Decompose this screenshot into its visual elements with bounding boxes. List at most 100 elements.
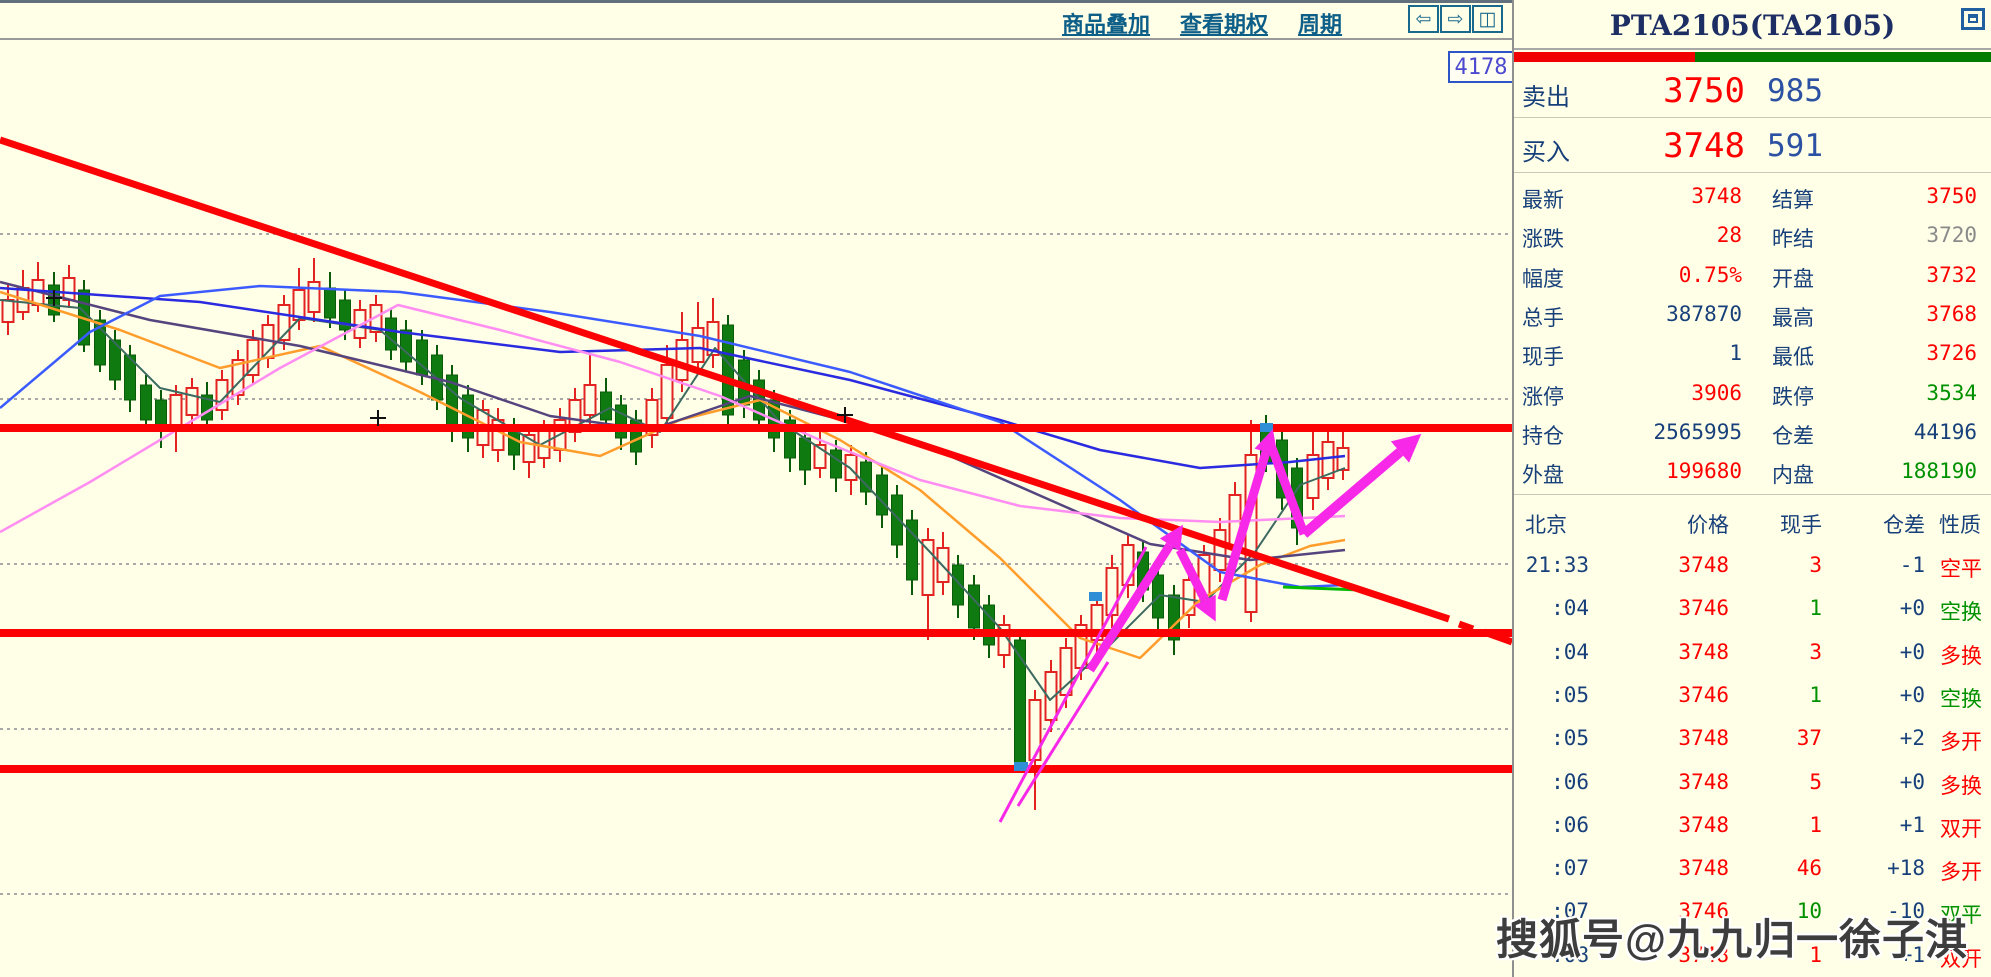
candle-up xyxy=(645,399,659,436)
tick-row[interactable]: :05 3746 1 +0 空换 xyxy=(1514,674,1991,717)
tick-price: 3748 xyxy=(1678,942,1729,967)
quote-label: 卖出 xyxy=(1522,84,1570,111)
candle-up xyxy=(307,281,321,313)
tick-row[interactable]: :04 3748 3 +0 多换 xyxy=(1514,631,1991,674)
tick-oi-diff: +0 xyxy=(1899,596,1925,621)
stats-row: 幅度 0.75% 开盘 3732 xyxy=(1514,255,1991,294)
ma-orange xyxy=(0,290,1346,660)
tick-price: 3748 xyxy=(1678,726,1729,751)
ask-row[interactable]: 卖出 3750 985 xyxy=(1514,63,1991,118)
tick-nature: 空平 xyxy=(1940,558,1982,581)
tick-nature: 多换 xyxy=(1940,644,1982,668)
trendline-price-tag: 4178 xyxy=(1448,51,1514,83)
stat-label: 最高 xyxy=(1772,306,1814,330)
candle-down xyxy=(799,437,811,471)
tile-windows-icon[interactable]: ◫ xyxy=(1472,5,1503,33)
trendline-break-dash xyxy=(1457,620,1475,633)
candle-up xyxy=(675,339,689,381)
tick-time: :07 xyxy=(1551,856,1589,881)
candle-down xyxy=(600,391,612,421)
stats-row: 涨停 3906 跌停 3534 xyxy=(1514,373,1991,412)
tick-nature: 多开 xyxy=(1940,861,1982,885)
candle-down xyxy=(94,319,106,366)
stat-value: 1 xyxy=(1729,341,1742,366)
tick-time: :04 xyxy=(1551,639,1589,664)
candle-up xyxy=(583,384,597,416)
toolbar-link[interactable]: 查看期权 xyxy=(1180,12,1269,37)
stat-value: 0.75% xyxy=(1678,262,1742,287)
candle-up xyxy=(62,277,76,301)
annotation-arrow xyxy=(1016,661,1110,807)
candle-down xyxy=(983,604,995,646)
candle-up xyxy=(1,299,15,323)
tick-volume: 5 xyxy=(1809,769,1822,794)
candle-up xyxy=(185,387,199,416)
tick-volume: 10 xyxy=(1796,899,1822,924)
candle-up xyxy=(1336,447,1350,471)
tick-price: 3748 xyxy=(1678,812,1729,837)
tick-row[interactable]: :07 3746 10 -10 双平 xyxy=(1514,890,1991,933)
stat-value: 3768 xyxy=(1926,301,1977,326)
tick-row[interactable]: :06 3748 5 +0 多换 xyxy=(1514,761,1991,804)
volume-stop-marker xyxy=(1089,592,1102,601)
tick-oi-diff: -1 xyxy=(1899,553,1925,577)
candle-up xyxy=(246,339,260,376)
ma-blue xyxy=(0,286,1346,470)
candle-down xyxy=(952,564,964,606)
candlestick-chart[interactable] xyxy=(0,0,1512,977)
forward-arrow-icon[interactable]: ⇨ xyxy=(1440,5,1471,33)
tick-volume: 3 xyxy=(1809,553,1822,577)
candle-down xyxy=(876,474,888,516)
stat-value: 3720 xyxy=(1926,223,1977,248)
stat-value: 2565995 xyxy=(1653,419,1742,444)
candle-down xyxy=(109,339,121,381)
quote-qty: 591 xyxy=(1767,128,1823,164)
bid-row[interactable]: 买入 3748 591 xyxy=(1514,118,1991,173)
candle-up xyxy=(691,327,705,363)
toolbar-link[interactable]: 周期 xyxy=(1298,12,1343,37)
stats-row: 最新 3748 结算 3750 xyxy=(1514,176,1991,215)
restore-window-icon[interactable] xyxy=(1961,8,1985,30)
candle-down xyxy=(339,299,351,331)
back-arrow-icon[interactable]: ⇦ xyxy=(1408,5,1439,33)
annotation-arrow xyxy=(1267,446,1309,536)
annotation-arrow xyxy=(998,546,1148,823)
tick-time: 21:33 xyxy=(1525,553,1589,577)
stat-label: 结算 xyxy=(1772,189,1814,212)
tick-table-header: 北京 价格 现手 仓差 性质 xyxy=(1514,500,1991,540)
candle-up xyxy=(1306,454,1320,499)
tick-row[interactable]: :05 3748 37 +2 多开 xyxy=(1514,717,1991,760)
stat-value: 3726 xyxy=(1926,341,1977,366)
stat-value: 3534 xyxy=(1926,380,1977,405)
annotation-arrow xyxy=(1086,542,1174,673)
tick-volume: 1 xyxy=(1809,942,1822,967)
candle-up xyxy=(844,454,858,481)
stat-label: 涨停 xyxy=(1522,385,1564,409)
tick-nature: 双开 xyxy=(1940,817,1982,841)
ma-purple xyxy=(0,280,1346,562)
stat-value: 3732 xyxy=(1926,262,1977,287)
tick-row[interactable]: :08 3748 1 +1 双开 xyxy=(1514,934,1991,977)
candle-up xyxy=(660,364,674,419)
tick-oi-diff: +0 xyxy=(1899,682,1925,707)
tick-header-cell: 现手 xyxy=(1780,514,1822,537)
stat-value: 199680 xyxy=(1666,459,1742,484)
tick-row[interactable]: :06 3748 1 +1 双开 xyxy=(1514,804,1991,847)
stat-label: 外盘 xyxy=(1522,464,1564,488)
toolbar-nav-buttons: ⇦ ⇨ ◫ xyxy=(1408,5,1503,33)
tick-row[interactable]: :07 3748 46 +18 多开 xyxy=(1514,847,1991,890)
stat-label: 跌停 xyxy=(1772,385,1814,409)
buy-volume-bar xyxy=(1514,52,1696,62)
stat-label: 最低 xyxy=(1772,346,1814,370)
volume-stop-marker xyxy=(1260,423,1273,432)
candle-down xyxy=(860,461,872,493)
stat-label: 仓差 xyxy=(1772,424,1814,448)
tick-row[interactable]: 21:33 3748 3 -1 空平 xyxy=(1514,544,1991,587)
tick-row[interactable]: :04 3746 1 +0 空换 xyxy=(1514,587,1991,630)
stat-label: 涨跌 xyxy=(1522,228,1564,252)
annotation-arrowhead xyxy=(1194,594,1216,622)
stats-row: 总手 387870 最高 3768 xyxy=(1514,294,1991,333)
candle-up xyxy=(921,539,935,596)
tick-time: :05 xyxy=(1551,682,1589,707)
toolbar-link[interactable]: 商品叠加 xyxy=(1062,12,1151,37)
